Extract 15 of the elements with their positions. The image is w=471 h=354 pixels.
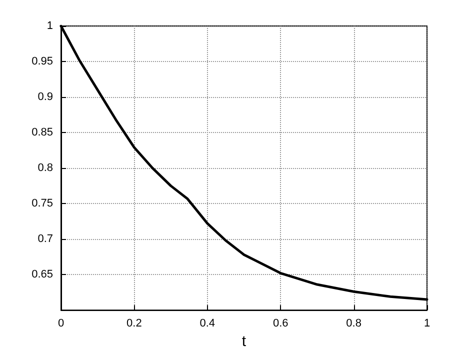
x-tick-label: 1 — [424, 318, 430, 330]
x-tick-label: 0 — [58, 318, 64, 330]
y-tick-label: 1 — [46, 20, 53, 32]
x-tick-label: 0.6 — [272, 318, 288, 330]
y-tick-label: 0.75 — [32, 198, 53, 210]
x-axis-title: t — [242, 333, 247, 350]
y-tick-label: 0.95 — [32, 56, 53, 68]
x-tick-label: 0.2 — [126, 318, 142, 330]
y-tick-label: 0.65 — [32, 268, 53, 281]
x-tick-label: 0.8 — [346, 318, 362, 330]
y-tick-label: 0.9 — [38, 91, 53, 104]
x-tick-label: 0.4 — [200, 318, 216, 330]
y-tick-label: 0.8 — [38, 162, 53, 174]
y-tick-label: 0.7 — [38, 233, 53, 246]
y-tick-label: 0.85 — [32, 126, 53, 139]
